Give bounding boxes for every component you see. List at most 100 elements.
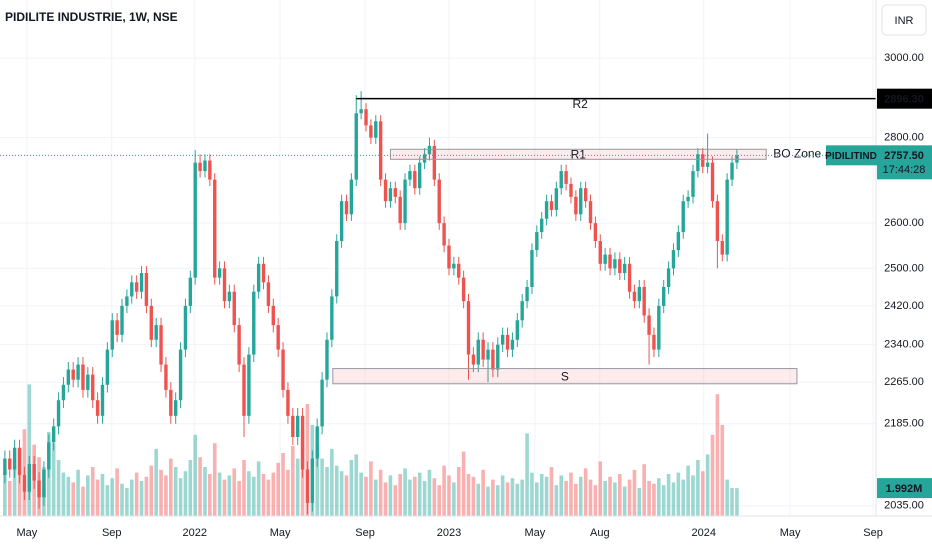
candle-body <box>310 458 315 503</box>
candle-body <box>364 109 368 126</box>
volume-bar <box>442 465 446 516</box>
volume-bar <box>432 478 437 516</box>
candle-body <box>579 188 583 215</box>
candle-body <box>730 162 734 180</box>
volume-bar <box>95 479 100 516</box>
candle-body <box>544 201 549 219</box>
candle-body <box>27 464 31 492</box>
y-tick-label: 2500.00 <box>884 262 924 274</box>
x-tick-label: Aug <box>590 527 610 539</box>
candle-body <box>144 273 149 306</box>
volume-bar <box>456 467 461 516</box>
last-price: 2757.50 <box>884 150 924 162</box>
candle-body <box>632 291 637 302</box>
candle-body <box>525 286 529 302</box>
currency-button[interactable] <box>881 4 927 36</box>
volume-bar <box>129 479 134 516</box>
candle-body <box>305 469 310 503</box>
candle-body <box>61 384 66 401</box>
candle-body <box>66 369 71 385</box>
candle-body <box>388 188 393 202</box>
volume-bar <box>637 488 642 516</box>
volume-bar <box>505 482 510 516</box>
volume-bar <box>598 461 603 516</box>
candle-body <box>559 171 563 189</box>
candle-body <box>476 339 480 365</box>
candle-body <box>81 364 85 390</box>
x-tick-label: Sep <box>355 527 375 539</box>
candle-body <box>671 250 676 269</box>
volume-bar <box>544 476 549 516</box>
candle-body <box>198 162 202 172</box>
candle-body <box>47 442 51 470</box>
volume-bar <box>354 454 359 516</box>
candle-body <box>339 201 344 242</box>
volume-bar <box>115 468 119 516</box>
candle-body <box>510 339 515 350</box>
candle-body <box>432 145 437 180</box>
volume-bar <box>427 469 432 516</box>
volume-bar <box>437 485 442 516</box>
volume-bar <box>344 475 349 516</box>
volume-bar <box>364 476 368 516</box>
volume-bar <box>198 457 202 516</box>
candle-body <box>442 223 446 246</box>
candle-body <box>569 183 573 197</box>
y-tick-label: 2035.00 <box>884 500 924 512</box>
candle-body <box>540 218 544 233</box>
countdown: 17:44:28 <box>883 164 926 176</box>
volume-bar <box>413 476 417 516</box>
volume-bar <box>574 483 578 516</box>
x-tick-label: May <box>524 527 545 539</box>
volume-bar <box>691 475 695 516</box>
candle-body <box>676 232 681 251</box>
candle-body <box>627 263 632 292</box>
volume-bar <box>622 486 627 516</box>
volume-bar <box>305 404 310 516</box>
volume-bar <box>169 458 173 516</box>
candle-body <box>666 268 671 287</box>
volume-bar <box>408 479 412 516</box>
volume-bar <box>627 479 632 516</box>
volume-bar <box>373 479 378 516</box>
y-tick-label: 2420.00 <box>884 300 924 312</box>
volume-bar <box>183 471 188 516</box>
volume-bar <box>725 479 729 516</box>
last-price-box <box>877 145 932 180</box>
candle-body <box>252 291 256 355</box>
volume-bar <box>27 384 32 516</box>
candle-body <box>261 263 266 283</box>
candle-body <box>417 162 422 189</box>
volume-bar <box>120 483 124 516</box>
candle-body <box>491 349 495 370</box>
volume-bar <box>530 472 534 516</box>
candle-body <box>530 250 534 287</box>
volume-bar <box>256 461 261 516</box>
candle-body <box>588 201 593 224</box>
symbol-box <box>826 145 877 166</box>
volume-bar <box>90 467 95 516</box>
volume-bar <box>325 467 329 516</box>
candle-body <box>159 325 163 365</box>
volume-bar <box>71 482 76 516</box>
volume-bar <box>291 446 295 516</box>
candle-body <box>344 201 349 215</box>
volume-bar <box>466 474 471 516</box>
zone-note: BO Zone <box>773 146 821 160</box>
volume-bar <box>134 472 139 516</box>
volume-bar <box>276 462 280 516</box>
candle-body <box>603 254 607 264</box>
volume-bar <box>500 475 505 516</box>
candle-body <box>622 263 627 274</box>
volume-bar <box>715 394 720 516</box>
volume-bar <box>159 469 163 516</box>
currency[interactable]: INR <box>895 15 914 27</box>
candle-body <box>515 320 520 340</box>
candle-body <box>247 354 251 416</box>
volume-bar <box>495 485 500 516</box>
candle-body <box>8 458 12 470</box>
volume-bar <box>188 460 193 516</box>
candle-body <box>227 291 232 302</box>
